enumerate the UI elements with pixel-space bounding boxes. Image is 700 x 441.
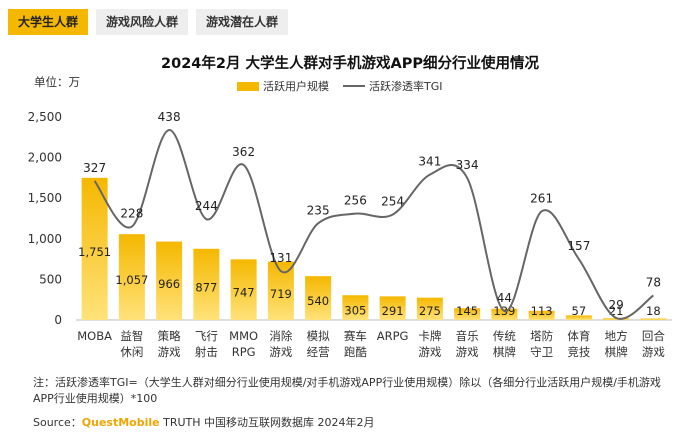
bar	[640, 318, 667, 320]
y-tick-label: 1,500	[28, 191, 62, 205]
bar-value-label: 305	[344, 304, 366, 318]
line-labels: 327 228 438 244 362 131 235 256 254 341 334 44 261 15…	[83, 110, 661, 312]
bar-value-label: 966	[158, 277, 180, 291]
x-tick-label: ARPG	[377, 329, 409, 343]
tgi-value-label: 44	[497, 291, 512, 305]
tgi-value-label: 438	[158, 110, 181, 124]
tgi-value-label: 327	[83, 161, 106, 175]
bar-value-label: 291	[382, 304, 404, 318]
audience-tabs: 大学生人群 游戏风险人群 游戏潜在人群	[8, 9, 289, 35]
source-prefix: Source：	[33, 416, 82, 429]
tgi-value-label: 334	[456, 158, 479, 172]
bar-value-label: 747	[233, 286, 255, 300]
x-tick-label: 体育竞技	[567, 329, 590, 359]
bar	[193, 248, 220, 320]
x-tick-label: 回合游戏	[642, 329, 665, 359]
bar	[305, 276, 332, 320]
legend-bar-swatch	[237, 81, 259, 91]
x-tick-label: 赛车跑酷	[344, 329, 367, 359]
bar	[416, 297, 443, 320]
source-suffix: TRUTH 中国移动互联网数据库 2024年2月	[159, 416, 375, 429]
tgi-value-label: 362	[232, 145, 255, 159]
footnote: 注：活跃渗透率TGI=（大学生人群对细分行业使用规模/对手机游戏APP行业使用规…	[33, 376, 661, 405]
x-tick-label: 模拟经营	[307, 329, 330, 359]
tgi-value-label: 244	[195, 199, 218, 213]
chart-legend: 活跃用户规模 活跃渗透率TGI	[237, 78, 443, 94]
legend-line-label: 活跃渗透率TGI	[369, 80, 443, 93]
tgi-value-label: 235	[307, 203, 330, 217]
tab-game-potential-group[interactable]: 游戏潜在人群	[196, 9, 289, 35]
legend-bar-label: 活跃用户规模	[263, 80, 329, 93]
bar	[491, 308, 518, 320]
bar-value-label: 275	[419, 304, 441, 318]
bar-value-label: 719	[270, 287, 292, 301]
tgi-value-label: 341	[418, 155, 441, 169]
x-tick-label: 益智休闲	[120, 329, 143, 359]
bars	[81, 177, 667, 320]
source-line: Source：QuestMobile TRUTH 中国移动互联网数据库 2024…	[33, 414, 375, 430]
y-tick-label: 0	[54, 313, 62, 327]
legend-line-swatch	[343, 85, 365, 87]
tgi-value-label: 29	[608, 298, 623, 312]
bar	[118, 234, 145, 320]
source-brand: QuestMobile	[81, 416, 160, 429]
x-tick-label: 地方棋牌	[605, 329, 628, 359]
x-tick-label: 消除游戏	[269, 329, 292, 359]
x-tick-label: 传统棋牌	[493, 329, 516, 359]
tab-game-risk-group[interactable]: 游戏风险人群	[96, 9, 189, 35]
bar	[454, 308, 481, 320]
x-tick-label: MMO RPG	[229, 329, 258, 359]
bar	[379, 296, 406, 320]
tgi-value-label: 256	[344, 194, 367, 208]
x-tick-label: 卡牌游戏	[418, 329, 441, 359]
x-tick-label: 策略游戏	[158, 329, 181, 359]
bar-value-label: 540	[307, 294, 329, 308]
tgi-line	[93, 129, 654, 320]
x-tick-label: 塔防守卫	[530, 329, 553, 359]
bar-value-label: 57	[572, 304, 587, 318]
x-tick-label: 飞行射击	[195, 329, 218, 359]
bar	[603, 318, 630, 320]
bar	[230, 259, 257, 320]
bar	[81, 177, 108, 320]
bar-value-label: 18	[646, 304, 661, 318]
tgi-value-label: 78	[646, 275, 661, 289]
bar-value-label: 1,057	[115, 273, 148, 287]
y-tick-label: 1,000	[28, 232, 62, 246]
bar-value-label: 1,751	[78, 245, 111, 259]
bar	[528, 310, 555, 320]
tgi-value-label: 254	[381, 195, 404, 209]
bar-value-label: 877	[195, 280, 217, 294]
y-tick-label: 500	[39, 272, 62, 286]
y-tick-label: 2,500	[28, 110, 62, 124]
bar	[156, 241, 183, 320]
x-tick-label: MOBA	[77, 329, 112, 343]
bar-value-label: 113	[531, 304, 553, 318]
chart-title: 2024年2月 大学生人群对手机游戏APP细分行业使用情况	[161, 56, 539, 72]
bar	[342, 295, 369, 320]
tgi-value-label: 157	[567, 239, 590, 253]
bar-value-label: 145	[456, 304, 478, 318]
tgi-value-label: 131	[269, 251, 292, 265]
tab-college-students[interactable]: 大学生人群	[8, 9, 89, 35]
bar	[565, 315, 592, 320]
y-tick-label: 2,000	[28, 151, 62, 165]
x-tick-label: 音乐游戏	[456, 329, 479, 359]
chart-svg: 0 500 1,000 1,500 2,000 2,500 1,751 1,057 966 87…	[28, 110, 672, 359]
tgi-value-label: 228	[120, 207, 143, 221]
tgi-value-label: 261	[530, 191, 553, 205]
unit-label: 单位：万	[34, 75, 80, 89]
